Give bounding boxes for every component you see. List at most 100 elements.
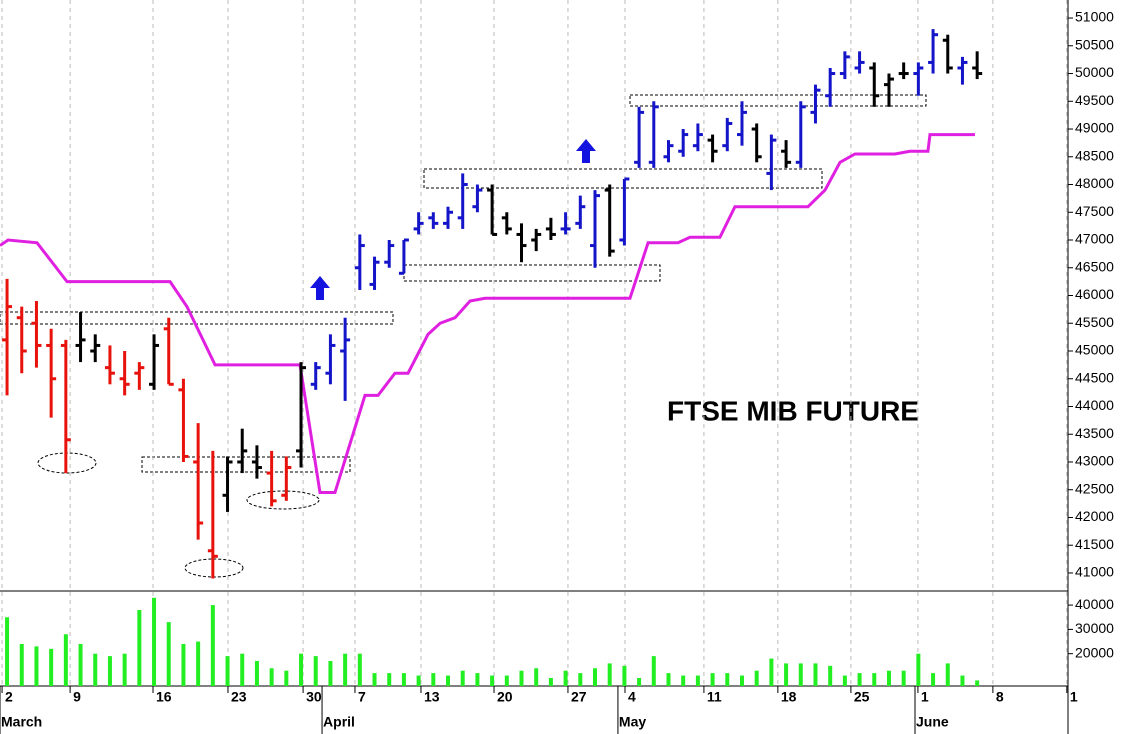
volume-bar	[5, 617, 10, 686]
x-tick-label: 1	[921, 689, 929, 705]
y-tick-label: 49500	[1075, 92, 1114, 108]
x-tick-label: 9	[73, 689, 81, 705]
volume-bar	[107, 656, 112, 686]
zone-box	[0, 311, 394, 325]
volume-bar	[19, 643, 24, 686]
volume-bar	[651, 656, 656, 686]
x-tick-label: 20	[497, 689, 513, 705]
volume-bar	[754, 670, 759, 686]
volume-bar	[357, 653, 362, 686]
y-tick-label: 50000	[1075, 64, 1114, 80]
month-label: June	[916, 714, 949, 730]
x-tick-label: 7	[358, 689, 366, 705]
volume-bar	[563, 670, 568, 686]
y-tick-label: 46000	[1075, 286, 1114, 302]
volume-bar	[166, 622, 171, 686]
x-tick-label: 30	[306, 689, 322, 705]
volume-bar	[343, 653, 348, 686]
volume-bar	[490, 675, 495, 686]
y-tick-label: 20000	[1075, 644, 1114, 660]
volume-bar	[857, 673, 862, 686]
y-tick-label: 44500	[1075, 369, 1114, 385]
volume-bar	[607, 663, 612, 686]
volume-bar	[313, 656, 318, 686]
volume-bar	[886, 670, 891, 686]
volume-bar	[960, 675, 965, 686]
volume-bar	[49, 648, 54, 686]
month-label: March	[1, 714, 42, 730]
volume-bar	[401, 673, 406, 686]
ellipse-marker	[246, 490, 320, 510]
volume-bar	[254, 660, 259, 686]
x-tick-label: 13	[424, 689, 440, 705]
volume-bar	[725, 673, 730, 686]
volume-bar	[901, 670, 906, 686]
up-arrow	[310, 276, 330, 300]
volume-bar	[181, 643, 186, 686]
x-tick-label: 27	[571, 689, 587, 705]
zone-box	[403, 264, 661, 282]
volume-bar	[637, 677, 642, 686]
x-tick-label: 1	[1070, 689, 1078, 705]
y-tick-label: 41000	[1075, 564, 1114, 580]
volume-bar	[137, 609, 142, 686]
zone-box	[141, 456, 351, 473]
volume-bar	[210, 605, 215, 686]
y-tick-label: 44000	[1075, 397, 1114, 413]
y-tick-label: 50500	[1075, 36, 1114, 52]
volume-bar	[578, 673, 583, 686]
volume-bar	[519, 670, 524, 686]
volume-bar	[269, 668, 274, 686]
volume-bar	[475, 673, 480, 686]
volume-bar	[78, 643, 83, 686]
volume-bar	[63, 634, 68, 686]
stop-line	[0, 133, 975, 494]
y-tick-label: 41500	[1075, 536, 1114, 552]
y-tick-label: 40000	[1075, 596, 1114, 612]
volume-bar	[813, 663, 818, 686]
volume-bar	[122, 653, 127, 686]
month-label: May	[619, 714, 646, 730]
x-tick-label: 23	[231, 689, 247, 705]
y-tick-label: 49000	[1075, 120, 1114, 136]
volume-bar	[446, 675, 451, 686]
volume-bar	[284, 670, 289, 686]
volume-bar	[504, 675, 509, 686]
y-tick-label: 42000	[1075, 508, 1114, 524]
y-tick-label: 47500	[1075, 203, 1114, 219]
volume-bar	[240, 653, 245, 686]
y-tick-label: 47000	[1075, 231, 1114, 247]
x-tick-label: 25	[854, 689, 870, 705]
volume-bar	[416, 675, 421, 686]
y-tick-label: 43500	[1075, 425, 1114, 441]
volume-bar	[695, 675, 700, 686]
volume-bar	[622, 665, 627, 686]
volume-bar	[299, 653, 304, 686]
y-tick-label: 48500	[1075, 147, 1114, 163]
volume-bar	[945, 663, 950, 686]
volume-bar	[710, 673, 715, 686]
volume-bar	[196, 641, 201, 686]
volume-bar	[931, 673, 936, 686]
volume-bar	[769, 658, 774, 686]
volume-bar	[872, 673, 877, 686]
volume-bar	[548, 677, 553, 686]
volume-bar	[152, 597, 157, 686]
volume-bar	[666, 673, 671, 686]
y-tick-label: 51000	[1075, 9, 1114, 25]
volume-bar	[916, 653, 921, 686]
month-label: April	[323, 714, 355, 730]
arrows	[310, 139, 596, 300]
volume-bar	[798, 663, 803, 686]
y-tick-label: 45500	[1075, 314, 1114, 330]
chart-title: FTSE MIB FUTURE	[667, 395, 919, 426]
volume-bar	[372, 673, 377, 686]
volume-bar	[431, 673, 436, 686]
x-tick-label: 11	[707, 689, 722, 705]
y-tick-label: 30000	[1075, 620, 1114, 636]
x-tick-label: 2	[5, 689, 13, 705]
x-tick-label: 8	[996, 689, 1004, 705]
volume-bar	[387, 673, 392, 686]
